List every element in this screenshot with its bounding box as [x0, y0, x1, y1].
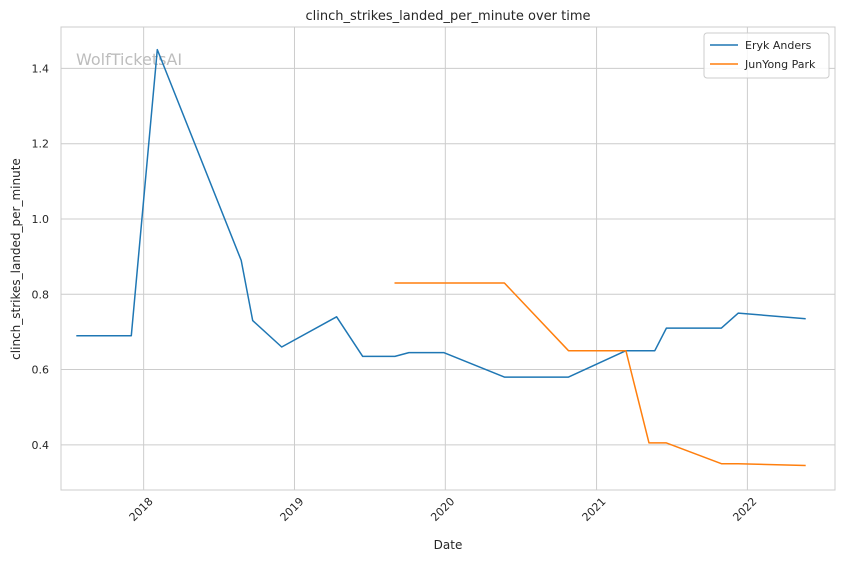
y-tick-label: 0.6: [32, 364, 50, 377]
series-point: [738, 312, 740, 314]
y-tick-label: 0.4: [32, 439, 50, 452]
series-point: [504, 282, 506, 284]
series-point: [443, 352, 445, 354]
series-point: [721, 463, 723, 465]
series-point: [281, 346, 283, 348]
series-point: [625, 350, 627, 352]
series-point: [666, 442, 668, 444]
series-line: [394, 282, 806, 467]
series-point: [805, 465, 807, 467]
series-point: [568, 350, 570, 352]
legend: Eryk Anders JunYong Park: [703, 32, 830, 79]
series-line: [76, 48, 806, 378]
watermark: WolfTicketsAI: [76, 50, 182, 69]
series-point: [336, 316, 338, 318]
series-point: [666, 327, 668, 329]
series-point: [394, 356, 396, 358]
plot-frame: [60, 26, 836, 491]
y-tick-label: 1.2: [32, 138, 50, 151]
series-point: [738, 463, 740, 465]
chart-title: clinch_strikes_landed_per_minute over ti…: [305, 9, 590, 24]
series-point: [721, 327, 723, 329]
series-point: [252, 320, 254, 322]
grid-lines: [61, 27, 835, 490]
series-point: [408, 352, 410, 354]
series-point: [75, 335, 77, 337]
series-point: [654, 350, 656, 352]
series-point: [805, 318, 807, 320]
y-tick-labels: 0.4 0.6 0.8 1.0 1.2 1.4: [32, 62, 50, 451]
legend-label: Eryk Anders: [745, 39, 812, 52]
series-point: [156, 49, 158, 51]
y-tick-label: 1.4: [32, 62, 50, 75]
series-point: [504, 376, 506, 378]
series-layer: [75, 48, 807, 467]
y-tick-label: 0.8: [32, 288, 50, 301]
y-tick-label: 1.0: [32, 213, 50, 226]
series-point: [362, 356, 364, 358]
x-axis-label: Date: [434, 538, 463, 552]
series-point: [240, 260, 242, 262]
series-point: [648, 442, 650, 444]
y-axis-label: clinch_strikes_landed_per_minute: [9, 158, 23, 360]
legend-label: JunYong Park: [744, 58, 816, 71]
series-point: [394, 282, 396, 284]
series-point: [568, 376, 570, 378]
series-point: [130, 335, 132, 337]
